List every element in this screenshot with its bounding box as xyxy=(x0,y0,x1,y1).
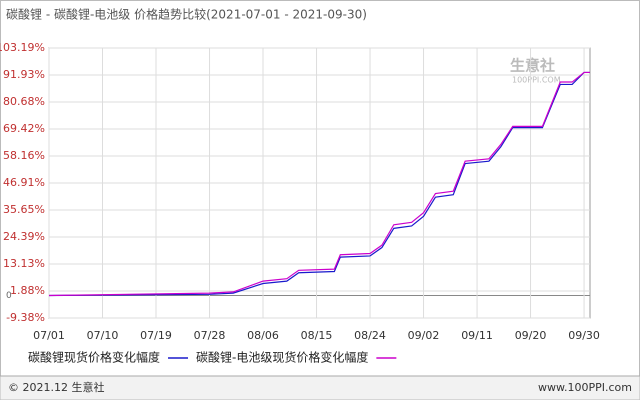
legend-label: 碳酸锂现货价格变化幅度 xyxy=(28,350,160,365)
x-tick-label: 08/15 xyxy=(301,329,333,342)
y-tick-label: 0 xyxy=(6,291,12,301)
x-tick-label: 07/28 xyxy=(194,329,226,342)
y-tick-label: 24.39% xyxy=(3,230,45,243)
x-tick-label: 07/01 xyxy=(33,329,65,342)
x-tick-label: 09/02 xyxy=(408,329,440,342)
y-tick-label: 91.93% xyxy=(3,68,45,81)
x-tick-label: 07/10 xyxy=(87,329,119,342)
x-tick-label: 08/24 xyxy=(354,329,386,342)
x-tick-label: 09/30 xyxy=(568,329,600,342)
y-tick-label: -9.38% xyxy=(6,311,45,324)
chart-title: 碳酸锂 - 碳酸锂-电池级 价格趋势比较(2021-07-01 - 2021-0… xyxy=(6,7,367,22)
watermark: 生意社 xyxy=(510,57,555,75)
y-tick-label: 46.91% xyxy=(3,176,45,189)
y-tick-label: 69.42% xyxy=(3,122,45,135)
y-tick-label: 35.65% xyxy=(3,203,45,216)
x-tick-label: 07/19 xyxy=(140,329,172,342)
legend-label: 碳酸锂-电池级现货价格变化幅度 xyxy=(196,350,368,365)
y-tick-label: 1.88% xyxy=(10,284,45,297)
y-tick-label: 58.16% xyxy=(3,149,45,162)
series-line xyxy=(48,71,590,297)
footer-band xyxy=(0,376,640,400)
y-tick-label: 80.68% xyxy=(3,95,45,108)
x-tick-label: 08/06 xyxy=(247,329,279,342)
y-tick-label: 13.13% xyxy=(3,257,45,270)
y-tick-label: 103.19% xyxy=(0,41,45,54)
x-tick-label: 09/11 xyxy=(461,329,493,342)
watermark: 100PPI.COM xyxy=(512,76,561,85)
x-tick-label: 09/20 xyxy=(515,329,547,342)
footer-right: www.100PPI.com xyxy=(538,381,632,394)
footer-left: © 2021.12 生意社 xyxy=(8,380,104,394)
